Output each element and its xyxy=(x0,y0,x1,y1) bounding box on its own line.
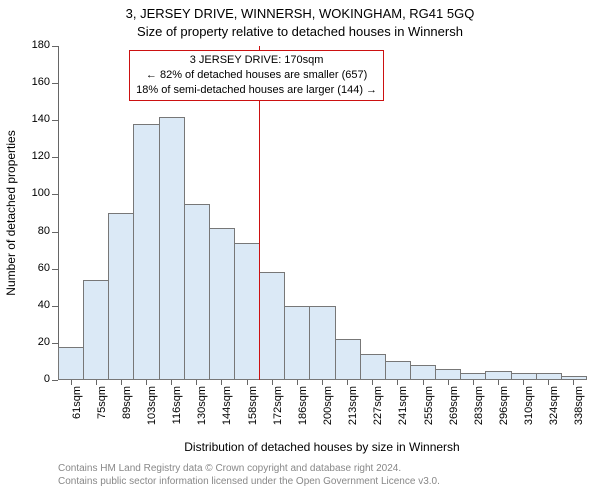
histogram-bar xyxy=(209,228,235,380)
histogram-bar xyxy=(83,280,109,380)
histogram-bar xyxy=(234,243,260,380)
histogram-bar xyxy=(536,373,562,380)
histogram-bar xyxy=(159,117,185,380)
histogram-bar xyxy=(108,213,134,380)
page-title: 3, JERSEY DRIVE, WINNERSH, WOKINGHAM, RG… xyxy=(0,6,600,21)
histogram-bar xyxy=(284,306,310,380)
histogram-bar xyxy=(184,204,210,380)
histogram-bar xyxy=(485,371,511,380)
histogram-bar xyxy=(511,373,537,380)
histogram-bar xyxy=(385,361,411,380)
footer-line-1: Contains HM Land Registry data © Crown c… xyxy=(58,462,586,475)
annotation-box: 3 JERSEY DRIVE: 170sqm← 82% of detached … xyxy=(129,50,384,101)
chart-container: 3, JERSEY DRIVE, WINNERSH, WOKINGHAM, RG… xyxy=(0,0,600,500)
histogram-bar xyxy=(259,272,285,380)
annotation-line: 3 JERSEY DRIVE: 170sqm xyxy=(136,53,377,68)
histogram-bar xyxy=(58,347,84,380)
chart-subtitle: Size of property relative to detached ho… xyxy=(0,24,600,39)
histogram-bar xyxy=(360,354,386,380)
histogram-bar xyxy=(335,339,361,380)
y-axis-label: Number of detached properties xyxy=(4,130,18,295)
annotation-line: ← 82% of detached houses are smaller (65… xyxy=(136,68,377,83)
footer: Contains HM Land Registry data © Crown c… xyxy=(58,462,586,488)
histogram-bar xyxy=(133,124,159,380)
annotation-line: 18% of semi-detached houses are larger (… xyxy=(136,83,377,98)
histogram-bar xyxy=(460,373,486,380)
histogram-bar xyxy=(435,369,461,380)
plot-area: 02040608010012014016018061sqm75sqm89sqm1… xyxy=(58,46,586,380)
footer-line-2: Contains public sector information licen… xyxy=(58,475,586,488)
histogram-bar xyxy=(309,306,335,380)
x-axis-label: Distribution of detached houses by size … xyxy=(58,440,586,454)
histogram-bar xyxy=(410,365,436,380)
y-axis-label-wrap: Number of detached properties xyxy=(4,46,22,380)
